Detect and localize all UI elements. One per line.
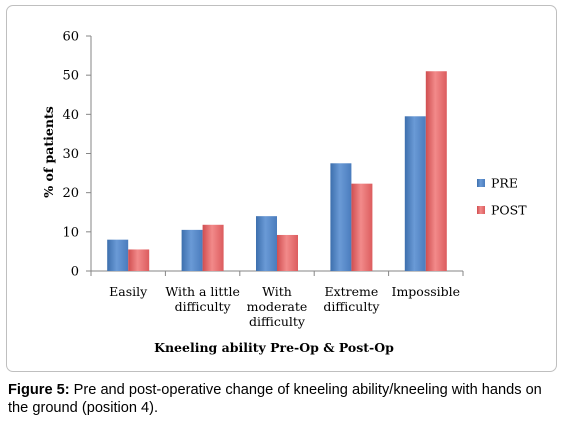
x-tick-label: With a little difficulty	[165, 284, 240, 314]
bar-pre-3	[330, 163, 352, 271]
bar-post-3	[351, 183, 373, 271]
y-tick-label: 0	[71, 265, 79, 280]
caption-text: Pre and post-operative change of kneelin…	[8, 382, 542, 416]
y-tick-label: 30	[62, 147, 79, 162]
y-tick-label: 20	[62, 186, 79, 201]
bar-post-1	[202, 224, 224, 271]
bar-post-2	[277, 234, 298, 271]
chart-frame	[6, 5, 557, 372]
caption-label: Figure 5:	[8, 382, 70, 398]
x-tick-label: Extreme difficulty	[323, 284, 380, 314]
legend-swatch-post	[477, 206, 485, 214]
y-axis-title: % of patients	[41, 106, 56, 198]
y-tick-label: 50	[62, 69, 79, 84]
x-tick-label: With moderate difficulty	[247, 284, 308, 329]
y-tick-label: 60	[62, 30, 79, 45]
x-axis-title: Kneeling ability Pre-Op & Post-Op	[154, 340, 394, 355]
bar-pre-0	[107, 239, 129, 271]
bar-pre-4	[404, 116, 426, 272]
bar-post-4	[425, 71, 447, 271]
bar-pre-1	[181, 229, 203, 271]
bar-post-0	[128, 249, 150, 271]
y-tick-label: 10	[62, 225, 79, 240]
x-tick-label: Impossible	[392, 284, 461, 299]
legend-label-post: POST	[491, 203, 527, 218]
legend: PRE POST	[477, 176, 527, 218]
legend-swatch-pre	[477, 179, 485, 187]
bar-pre-2	[256, 216, 277, 271]
y-tick-label: 40	[62, 108, 79, 123]
legend-label-pre: PRE	[491, 176, 518, 191]
figure-caption: Figure 5: Pre and post-operative change …	[8, 381, 556, 417]
x-tick-label: Easily	[109, 284, 148, 299]
